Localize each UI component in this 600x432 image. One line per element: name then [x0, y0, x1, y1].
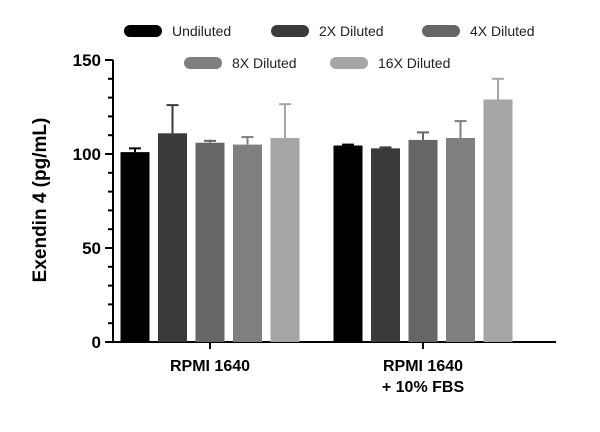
legend-swatch: [422, 25, 460, 37]
legend-swatch: [184, 57, 222, 69]
bar: [333, 145, 363, 342]
y-tick-label: 50: [82, 239, 101, 258]
legend-label: 16X Diluted: [378, 55, 450, 71]
bar: [233, 144, 262, 342]
legend-label: 2X Diluted: [319, 23, 384, 39]
legend-swatch: [124, 25, 162, 37]
y-tick-label: 150: [73, 51, 101, 70]
y-tick-label: 100: [73, 145, 101, 164]
legend-swatch: [330, 57, 368, 69]
bar: [120, 152, 150, 342]
y-axis-label: Exendin 4 (pg/mL): [30, 118, 51, 283]
error-bars: [129, 77, 504, 153]
axes: 0 50 100 150 RPMI 1640 RPMI 1640 + 10% FBS: [73, 51, 556, 396]
bars: [120, 99, 513, 342]
legend-swatch: [271, 25, 309, 37]
bar: [483, 99, 513, 342]
legend-label: 4X Diluted: [470, 23, 535, 39]
legend-label: 8X Diluted: [232, 55, 297, 71]
bar: [158, 133, 187, 342]
bar: [446, 138, 475, 342]
legend: Undiluted 2X Diluted 4X Diluted 8X Diluted 1…: [124, 23, 535, 71]
legend-label: Undiluted: [172, 23, 231, 39]
bar: [195, 142, 225, 342]
bar: [371, 148, 400, 342]
y-tick-label: 0: [92, 333, 101, 352]
x-category-label: RPMI 1640: [170, 358, 250, 375]
bar: [408, 139, 438, 342]
x-category-label: RPMI 1640: [383, 358, 463, 375]
x-category-label: + 10% FBS: [382, 379, 465, 396]
bar: [270, 138, 300, 342]
